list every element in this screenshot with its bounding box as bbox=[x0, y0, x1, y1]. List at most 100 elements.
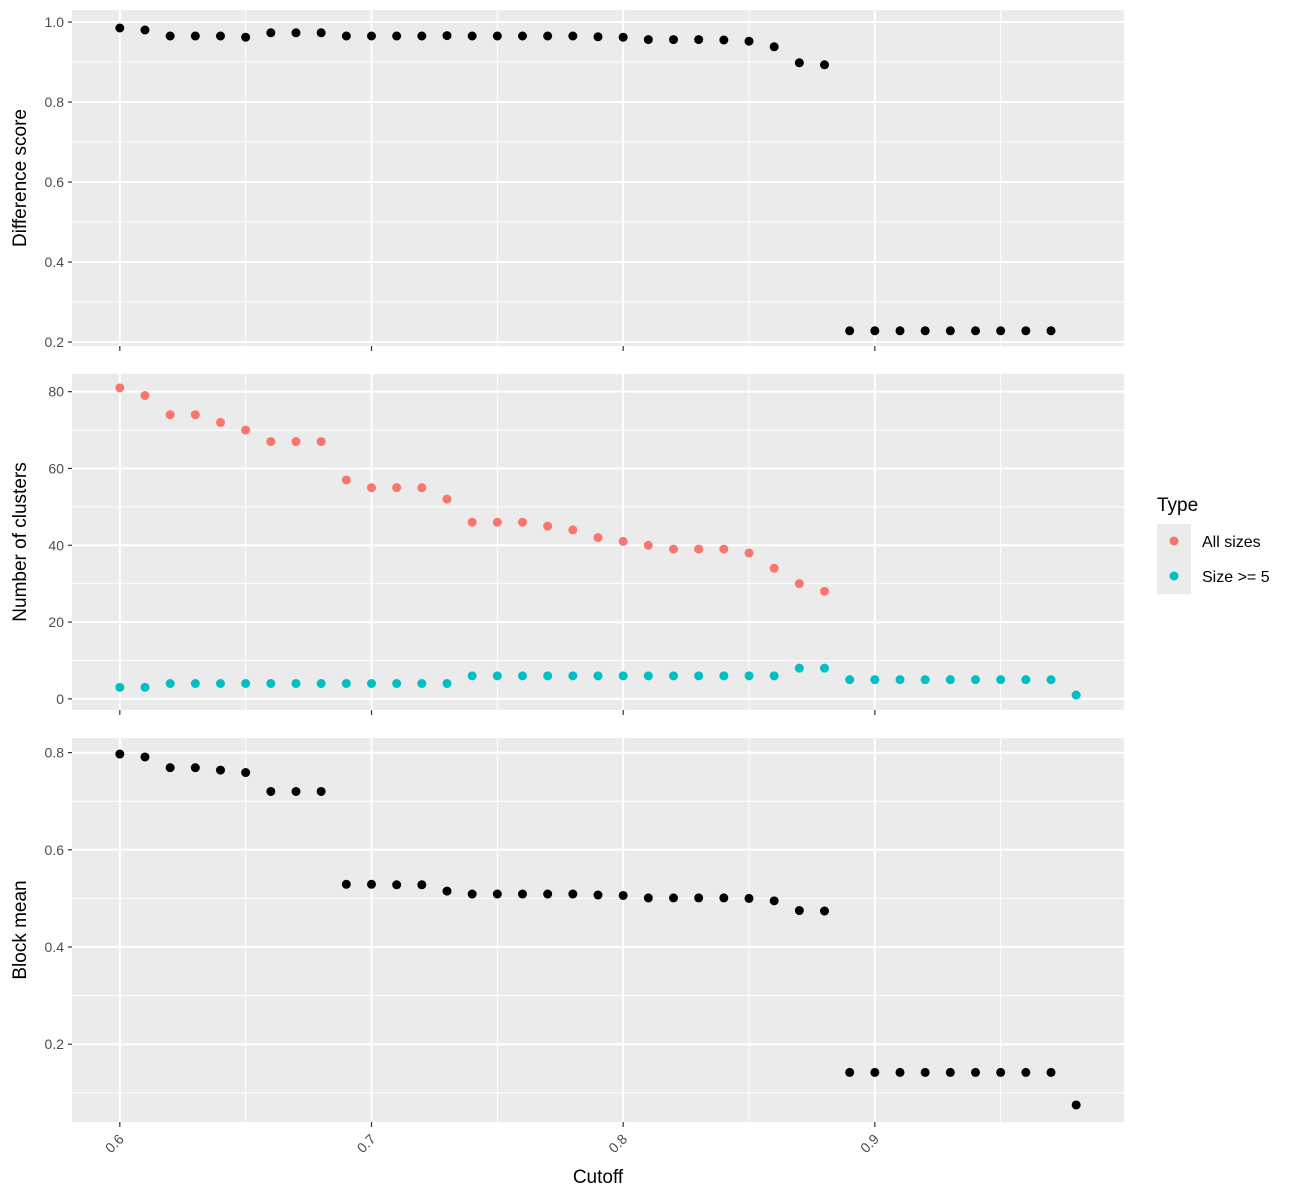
data-point bbox=[492, 889, 502, 899]
data-point bbox=[669, 35, 679, 45]
data-point bbox=[190, 763, 200, 773]
data-point bbox=[593, 32, 603, 42]
data-point bbox=[115, 383, 125, 393]
data-point bbox=[1071, 1100, 1081, 1110]
data-point bbox=[115, 749, 125, 759]
data-point bbox=[669, 544, 679, 554]
data-point bbox=[341, 475, 351, 485]
data-point bbox=[945, 1067, 955, 1077]
data-point bbox=[618, 890, 628, 900]
data-point bbox=[744, 36, 754, 46]
data-point bbox=[316, 28, 326, 38]
data-point bbox=[568, 31, 578, 41]
data-point bbox=[543, 31, 553, 41]
data-point bbox=[920, 1067, 930, 1077]
y-tick-label: 0.4 bbox=[45, 254, 65, 270]
y-tick-label: 0.6 bbox=[45, 842, 65, 858]
data-point bbox=[769, 563, 779, 573]
data-point bbox=[442, 31, 452, 41]
data-point bbox=[215, 679, 225, 689]
data-point bbox=[568, 525, 578, 535]
data-point bbox=[492, 31, 502, 41]
data-point bbox=[467, 31, 477, 41]
data-point bbox=[643, 671, 653, 681]
x-axis-title: Cutoff bbox=[573, 1167, 624, 1188]
data-point bbox=[442, 679, 452, 689]
data-point bbox=[769, 42, 779, 52]
data-point bbox=[543, 671, 553, 681]
y-tick-label: 0.4 bbox=[45, 939, 65, 955]
data-point bbox=[618, 671, 628, 681]
panel-2: 0 20 40 60 80 Number of clusters bbox=[10, 374, 1124, 715]
data-point bbox=[467, 671, 477, 681]
data-point bbox=[1046, 1067, 1056, 1077]
data-point bbox=[593, 671, 603, 681]
data-point bbox=[417, 483, 427, 493]
data-point bbox=[794, 906, 804, 916]
data-point bbox=[115, 682, 125, 692]
data-point bbox=[190, 679, 200, 689]
data-point bbox=[568, 671, 578, 681]
y-tick-label: 60 bbox=[48, 460, 64, 476]
data-point bbox=[392, 483, 402, 493]
y-axis-title: Block mean bbox=[10, 880, 31, 979]
data-point bbox=[895, 675, 905, 685]
data-point bbox=[643, 35, 653, 45]
data-point bbox=[920, 326, 930, 336]
data-point bbox=[266, 786, 276, 796]
data-point bbox=[417, 679, 427, 689]
data-point bbox=[593, 533, 603, 543]
y-tick-label: 0 bbox=[56, 691, 64, 707]
data-point bbox=[140, 391, 150, 401]
data-point bbox=[417, 880, 427, 890]
data-point bbox=[845, 675, 855, 685]
data-point bbox=[971, 675, 981, 685]
data-point bbox=[694, 544, 704, 554]
legend-key-all-sizes bbox=[1169, 536, 1179, 546]
data-point bbox=[543, 889, 553, 899]
data-point bbox=[140, 682, 150, 692]
data-point bbox=[744, 893, 754, 903]
data-point bbox=[870, 675, 880, 685]
series-all-sizes bbox=[115, 383, 830, 596]
data-point bbox=[366, 679, 376, 689]
data-point bbox=[719, 893, 729, 903]
data-point bbox=[719, 671, 729, 681]
data-point bbox=[165, 763, 175, 773]
data-point bbox=[366, 879, 376, 889]
data-point bbox=[190, 31, 200, 41]
data-point bbox=[266, 28, 276, 38]
data-point bbox=[794, 663, 804, 673]
data-point bbox=[316, 679, 326, 689]
data-point bbox=[971, 1067, 981, 1077]
data-point bbox=[492, 671, 502, 681]
data-point bbox=[392, 880, 402, 890]
data-point bbox=[442, 886, 452, 896]
y-tick-label: 80 bbox=[48, 384, 64, 400]
panel-background bbox=[72, 738, 1124, 1122]
legend-key-size-ge-5 bbox=[1169, 571, 1179, 581]
data-point bbox=[517, 517, 527, 527]
series-size-5 bbox=[115, 663, 1081, 700]
panel-background bbox=[72, 10, 1124, 346]
data-point bbox=[1071, 690, 1081, 700]
data-point bbox=[543, 521, 553, 531]
data-point bbox=[165, 410, 175, 420]
data-point bbox=[366, 31, 376, 41]
data-point bbox=[820, 586, 830, 596]
data-point bbox=[517, 31, 527, 41]
data-point bbox=[945, 326, 955, 336]
data-point bbox=[895, 326, 905, 336]
data-point bbox=[392, 31, 402, 41]
y-tick-label: 1.0 bbox=[45, 14, 65, 30]
data-point bbox=[694, 893, 704, 903]
legend-title: Type bbox=[1157, 495, 1198, 516]
data-point bbox=[241, 768, 251, 778]
data-point bbox=[996, 675, 1006, 685]
data-point bbox=[971, 326, 981, 336]
data-point bbox=[719, 35, 729, 45]
y-tick-label: 0.2 bbox=[45, 1036, 65, 1052]
data-point bbox=[593, 890, 603, 900]
y-tick-label: 20 bbox=[48, 614, 64, 630]
